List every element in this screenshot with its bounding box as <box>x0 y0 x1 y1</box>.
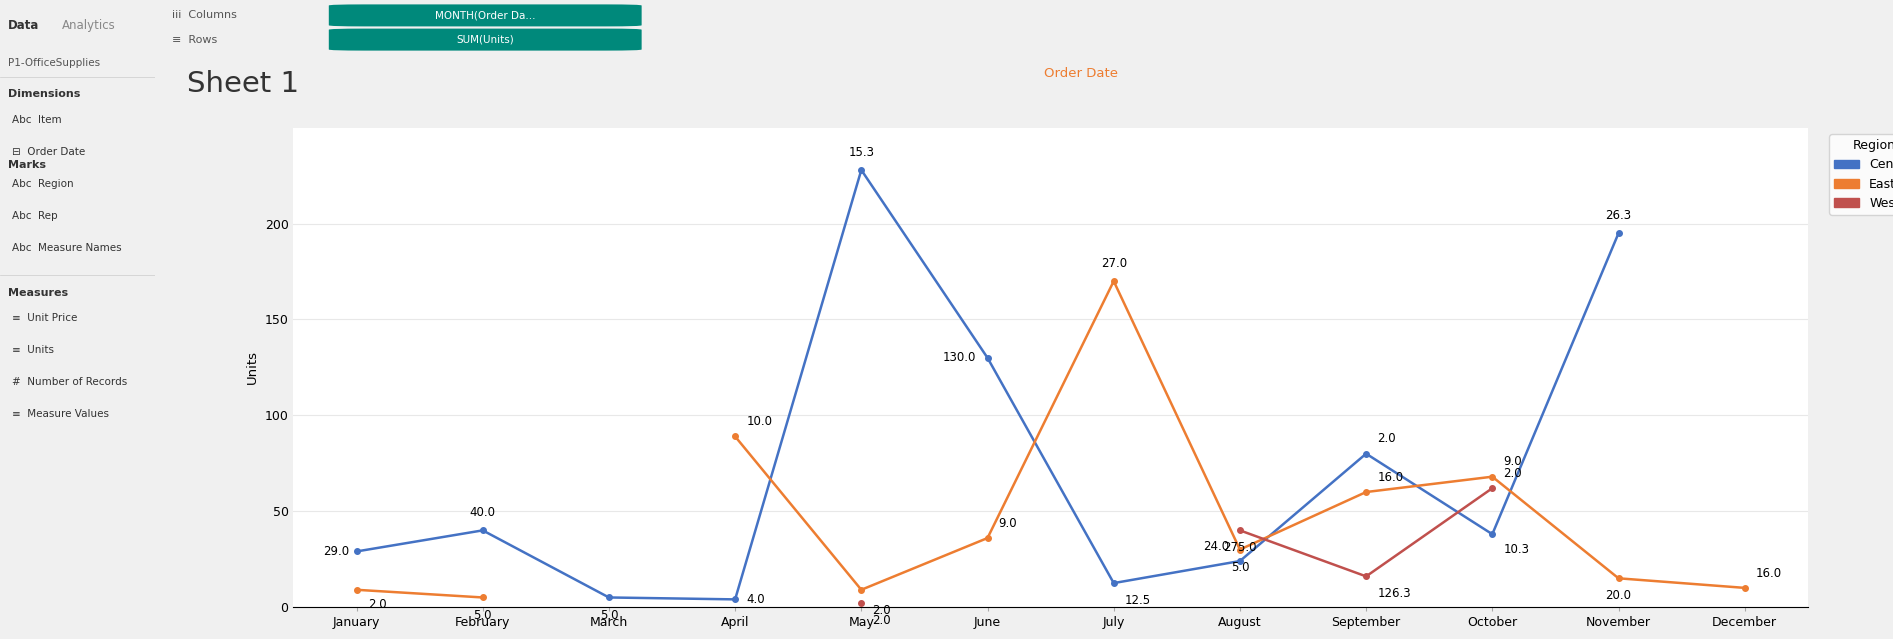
Text: 10.0: 10.0 <box>746 415 772 428</box>
Text: 12.5: 12.5 <box>1124 594 1151 607</box>
Text: 9.0: 9.0 <box>1503 456 1522 468</box>
Text: 2.0: 2.0 <box>873 614 892 627</box>
Text: ≡  Unit Price: ≡ Unit Price <box>13 313 78 323</box>
Text: ≡  Measure Values: ≡ Measure Values <box>13 409 110 419</box>
Text: 40.0: 40.0 <box>469 506 496 520</box>
Legend: Central, East, West: Central, East, West <box>1829 134 1893 215</box>
Text: #  Number of Records: # Number of Records <box>13 377 127 387</box>
Text: 20.0: 20.0 <box>1605 589 1632 603</box>
Text: Analytics: Analytics <box>62 19 115 32</box>
Text: iii  Columns: iii Columns <box>172 10 237 20</box>
Text: Measures: Measures <box>8 288 68 298</box>
Text: Data: Data <box>8 19 40 32</box>
Text: Abc  Measure Names: Abc Measure Names <box>13 243 121 253</box>
Text: 4.0: 4.0 <box>746 593 765 606</box>
Text: 5.0: 5.0 <box>1230 560 1249 574</box>
FancyBboxPatch shape <box>329 29 642 50</box>
Text: Dimensions: Dimensions <box>8 89 80 100</box>
Text: P1-OfficeSupplies: P1-OfficeSupplies <box>8 58 100 68</box>
Text: 16.0: 16.0 <box>1757 567 1781 580</box>
Text: 24.0: 24.0 <box>1202 540 1229 553</box>
Text: 26.3: 26.3 <box>1605 209 1632 222</box>
Text: 130.0: 130.0 <box>943 351 977 364</box>
Text: Abc  Region: Abc Region <box>13 179 74 189</box>
Y-axis label: Units: Units <box>246 350 259 385</box>
Text: 16.0: 16.0 <box>1378 471 1403 484</box>
Text: Abc  Rep: Abc Rep <box>13 211 59 221</box>
FancyBboxPatch shape <box>329 4 642 26</box>
Text: Abc  Item: Abc Item <box>13 115 62 125</box>
Text: MONTH(Order Da...: MONTH(Order Da... <box>435 10 536 20</box>
Text: 29.0: 29.0 <box>324 545 350 558</box>
Text: 126.3: 126.3 <box>1378 587 1410 601</box>
Text: Sheet 1: Sheet 1 <box>187 70 299 98</box>
Text: 2.0: 2.0 <box>367 598 386 611</box>
Text: 2.0: 2.0 <box>1378 433 1395 445</box>
Text: 275.0: 275.0 <box>1223 541 1257 555</box>
Text: 2.0: 2.0 <box>1503 467 1522 480</box>
Text: 2.0: 2.0 <box>873 604 892 617</box>
Text: ⊟  Order Date: ⊟ Order Date <box>13 147 85 157</box>
Text: 9.0: 9.0 <box>1000 517 1017 530</box>
Text: ≡  Rows: ≡ Rows <box>172 35 218 45</box>
Text: 5.0: 5.0 <box>473 608 492 622</box>
Text: Order Date: Order Date <box>1043 67 1119 80</box>
Text: Marks: Marks <box>8 160 45 170</box>
Text: 10.3: 10.3 <box>1503 543 1530 555</box>
Text: ≡  Units: ≡ Units <box>13 345 55 355</box>
Text: 27.0: 27.0 <box>1100 257 1126 270</box>
Text: SUM(Units): SUM(Units) <box>456 35 515 45</box>
Text: 15.3: 15.3 <box>848 146 875 159</box>
Text: 5.0: 5.0 <box>600 608 619 622</box>
